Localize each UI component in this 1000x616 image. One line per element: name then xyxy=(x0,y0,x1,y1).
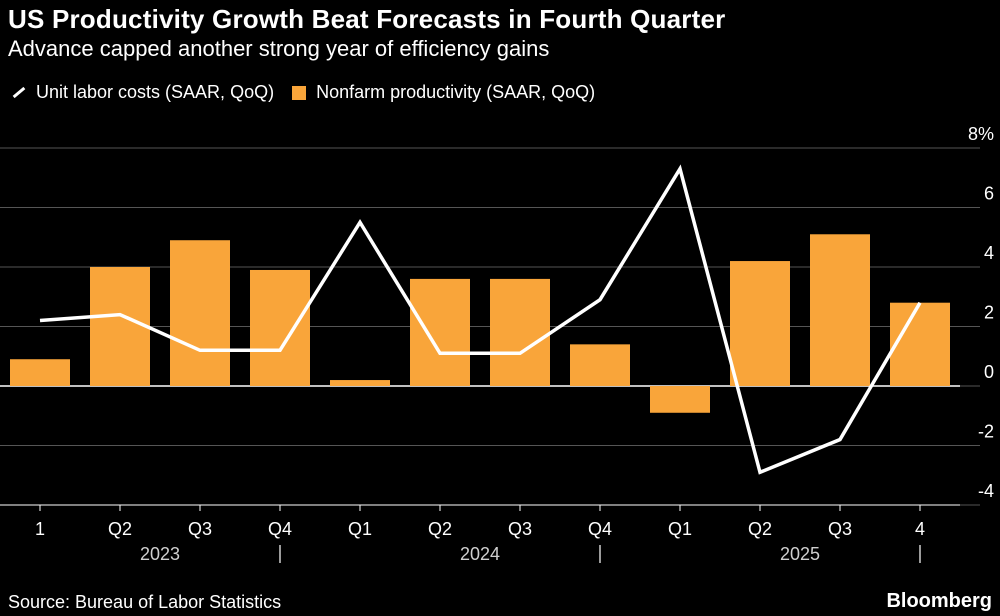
bar-productivity xyxy=(890,302,950,386)
x-tick-label: Q2 xyxy=(748,519,772,539)
legend: Unit labor costs (SAAR, QoQ) Nonfarm pro… xyxy=(8,82,613,103)
y-tick-label: 0 xyxy=(984,362,994,382)
bar-productivity xyxy=(810,234,870,386)
legend-line-label: Unit labor costs (SAAR, QoQ) xyxy=(36,82,275,102)
brand-logo: Bloomberg xyxy=(886,590,992,612)
y-tick-label: -2 xyxy=(978,422,994,442)
x-tick-label: Q3 xyxy=(508,519,532,539)
x-tick-label: Q4 xyxy=(588,519,612,539)
year-label: 2025 xyxy=(780,544,820,564)
bar-productivity xyxy=(410,278,470,386)
x-tick-label: Q3 xyxy=(828,519,852,539)
chart-title: US Productivity Growth Beat Forecasts in… xyxy=(8,4,726,34)
x-tick-label: Q2 xyxy=(108,519,132,539)
x-tick-label: Q3 xyxy=(188,519,212,539)
bar-productivity xyxy=(10,359,70,386)
y-tick-label: 2 xyxy=(984,303,994,323)
x-tick-label: 4 xyxy=(915,519,925,539)
bar-productivity xyxy=(570,344,630,386)
y-tick-label: 4 xyxy=(984,243,994,263)
y-tick-label: 8% xyxy=(968,124,994,144)
bar-productivity xyxy=(90,267,150,386)
bar-productivity xyxy=(170,240,230,386)
bar-productivity xyxy=(730,261,790,386)
legend-bar-label: Nonfarm productivity (SAAR, QoQ) xyxy=(316,82,596,102)
legend-item-bar: Nonfarm productivity (SAAR, QoQ) xyxy=(292,82,595,103)
line-unit-labor-costs xyxy=(39,164,922,475)
x-tick-label: Q2 xyxy=(428,519,452,539)
x-tick-label: Q4 xyxy=(268,519,292,539)
x-tick-label: Q1 xyxy=(348,519,372,539)
y-tick-label: -4 xyxy=(978,481,994,501)
bar-productivity xyxy=(490,278,550,386)
bar-productivity xyxy=(650,386,710,413)
legend-item-line: Unit labor costs (SAAR, QoQ) xyxy=(8,82,274,103)
source-note: Source: Bureau of Labor Statistics xyxy=(8,592,282,612)
chart-subtitle: Advance capped another strong year of ef… xyxy=(8,36,550,61)
x-tick-label: 1 xyxy=(35,519,45,539)
x-tick-label: Q1 xyxy=(668,519,692,539)
bar-productivity xyxy=(330,380,390,386)
bar-productivity xyxy=(250,269,310,386)
year-label: 2023 xyxy=(140,544,180,564)
y-tick-label: 6 xyxy=(984,184,994,204)
bar-swatch-icon xyxy=(292,85,307,100)
year-label: 2024 xyxy=(460,544,500,564)
